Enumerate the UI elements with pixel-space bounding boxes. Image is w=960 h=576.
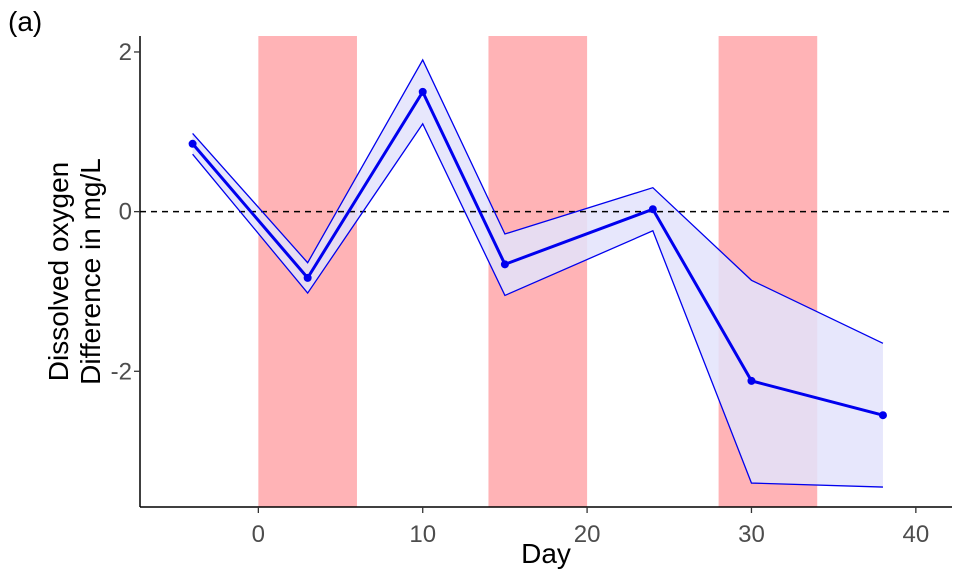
x-tick-label: 20 (574, 521, 601, 548)
data-point (418, 87, 427, 96)
panel-label: (a) (8, 6, 43, 37)
y-tick-label: 2 (119, 39, 132, 66)
y-axis-ticks: -2 0 2 (111, 39, 140, 385)
x-tick-label: 10 (409, 521, 436, 548)
data-point (747, 376, 756, 385)
data-point (188, 139, 197, 148)
y-axis-title-line-2: Difference in mg/L (75, 158, 106, 385)
confidence-band (192, 59, 883, 488)
lower-bound-line (192, 122, 883, 488)
x-tick-label: 40 (902, 521, 929, 548)
y-tick-label: -2 (111, 358, 132, 385)
y-axis-title-line-1: Dissolved oxygen (43, 162, 74, 381)
data-points (188, 87, 887, 420)
y-tick-label: 0 (119, 199, 132, 226)
upper-bound-line (192, 58, 884, 344)
data-point (303, 273, 312, 282)
data-point (500, 260, 509, 269)
data-point (648, 205, 657, 214)
x-axis-ticks: 0 10 20 30 40 (252, 507, 929, 548)
confidence-ribbon (192, 59, 883, 488)
axes (139, 36, 952, 508)
x-tick-label: 0 (252, 521, 265, 548)
x-tick-label: 30 (738, 521, 765, 548)
band-bounds (192, 58, 884, 488)
x-axis-title: Day (521, 538, 571, 569)
data-point (878, 411, 887, 420)
